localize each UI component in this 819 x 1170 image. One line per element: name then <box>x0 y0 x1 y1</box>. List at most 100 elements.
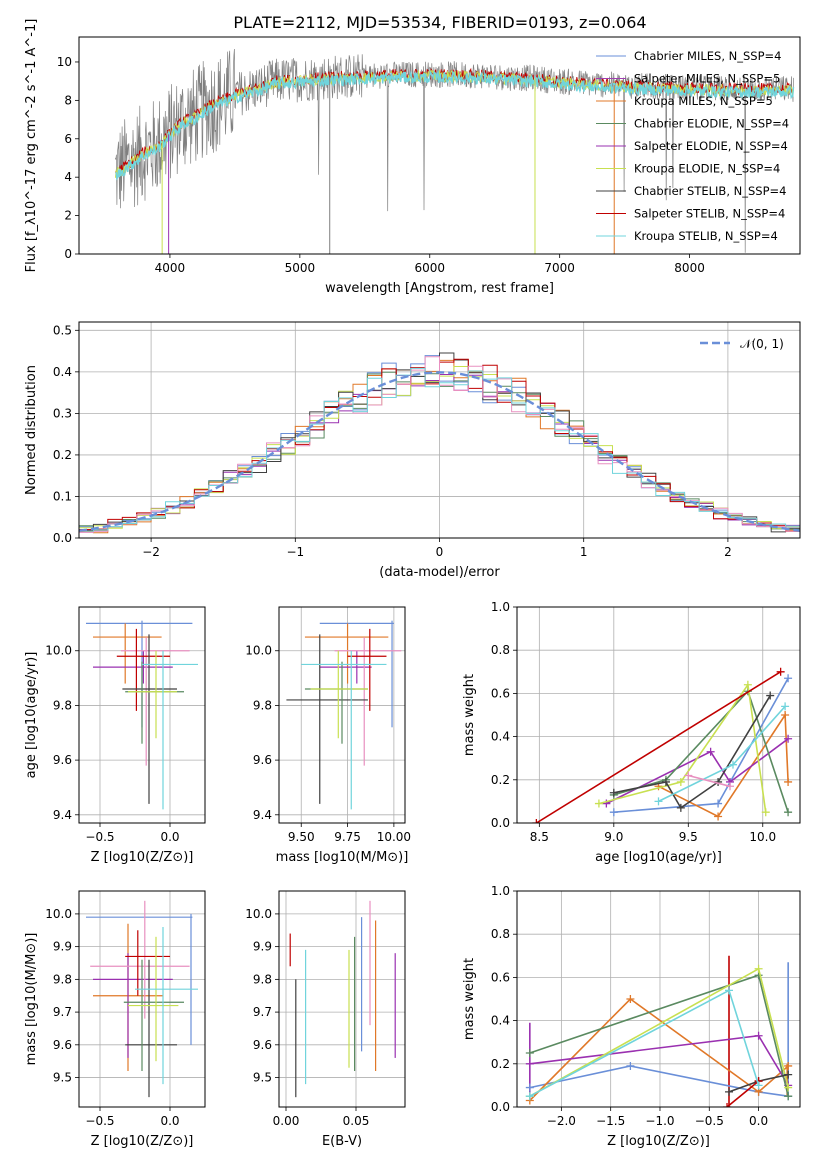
x-tick-label: −1.0 <box>645 1114 674 1128</box>
y-axis-label: age [log10(age/yr)] <box>24 652 39 779</box>
y-tick-label: 0.2 <box>491 773 510 787</box>
x-tick-label: −0.5 <box>85 1114 114 1128</box>
y-tick-label: 0.1 <box>53 489 72 503</box>
weight-point-marker <box>706 747 715 756</box>
weight-point-marker <box>725 782 734 791</box>
x-axis-label: Z [log10(Z/Z⊙)] <box>607 1134 710 1149</box>
y-tick-label: 10.0 <box>245 644 272 658</box>
y-tick-label: 8 <box>64 93 72 107</box>
y-tick-label: 0 <box>64 247 72 261</box>
x-axis-label: age [log10(age/yr)] <box>595 850 722 865</box>
weight-point-marker <box>525 1059 534 1068</box>
legend-entry: Salpeter STELIB, N_SSP=4 <box>634 207 785 221</box>
x-tick-label: 0 <box>436 545 444 559</box>
residuals-plot-area <box>79 352 800 534</box>
weight-point-marker <box>784 1070 793 1079</box>
legend-entry: Chabrier ELODIE, N_SSP=4 <box>634 117 789 131</box>
y-tick-label: 4 <box>64 170 72 184</box>
x-tick-label: 0.0 <box>160 1114 179 1128</box>
y-tick-label: 6 <box>64 132 72 146</box>
figure-title: PLATE=2112, MJD=53534, FIBERID=0193, z=0… <box>233 13 646 32</box>
y-tick-label: 9.4 <box>253 808 272 822</box>
x-tick-label: 4000 <box>155 261 186 275</box>
y-tick-label: 9.6 <box>253 1038 272 1052</box>
weight-series-line <box>529 967 789 1097</box>
weight-point-marker <box>684 771 693 780</box>
weight-point-marker <box>784 1061 793 1070</box>
weight-point-marker <box>525 1049 534 1057</box>
y-tick-label: 9.7 <box>53 1005 72 1019</box>
y-tick-label: 0.0 <box>491 816 510 830</box>
mass_vs_Z-frame <box>78 890 206 1108</box>
spectrum-legend: Chabrier MILES, N_SSP=4 Salpeter MILES, N… <box>596 49 789 243</box>
y-tick-label: 9.6 <box>53 1038 72 1052</box>
x-tick-label: −1 <box>286 545 304 559</box>
legend-entry: Salpeter ELODIE, N_SSP=4 <box>634 139 788 153</box>
x-tick-label: 9.50 <box>288 830 315 844</box>
weight-point-marker <box>784 674 793 683</box>
x-tick-label: 5000 <box>285 261 316 275</box>
x-tick-label: 0.0 <box>160 830 179 844</box>
y-tick-label: 0.2 <box>491 1057 510 1071</box>
weight-point-marker <box>609 788 618 797</box>
y-tick-label: 10.0 <box>245 907 272 921</box>
y-tick-label: 0.4 <box>491 1014 510 1028</box>
weight_vs_age-frame <box>516 606 801 824</box>
y-tick-label: 9.4 <box>53 808 72 822</box>
x-tick-label: −0.5 <box>85 830 114 844</box>
weight-point-marker <box>525 1092 534 1101</box>
weight-point-marker <box>626 995 635 1003</box>
y-axis-label: mass weight <box>462 958 477 1040</box>
y-tick-label: 0.0 <box>491 1100 510 1114</box>
weight_vs_Z-panel: −2.0 −1.5 −1.0 −0.5 0.0 0.0 0.2 0.4 0.6 0.8 1.0 Z [… <box>462 884 801 1149</box>
x-tick-label: 7000 <box>544 261 575 275</box>
y-tick-label: 1.0 <box>491 884 510 898</box>
age_vs_mass-panel: 9.50 9.75 10.00 9.4 9.6 9.8 10.0 mass [log10(M/… <box>245 606 411 865</box>
y-tick-label: 9.6 <box>53 753 72 767</box>
legend-entry: Kroupa STELIB, N_SSP=4 <box>634 229 778 243</box>
weight-point-marker <box>714 799 723 808</box>
weight-point-marker <box>784 808 793 817</box>
x-tick-label: −0.5 <box>695 1114 724 1128</box>
age_vs_Z-plot-area <box>86 620 198 810</box>
legend-entry: Chabrier STELIB, N_SSP=4 <box>634 184 786 198</box>
x-tick-label: 9.5 <box>679 830 698 844</box>
weight-point-marker <box>723 1103 732 1107</box>
y-tick-label: 0.8 <box>491 927 510 941</box>
y-tick-label: 0.3 <box>53 406 72 420</box>
weight-point-marker <box>784 1092 793 1101</box>
weight-series-line <box>726 1080 760 1107</box>
spectrum-model-line <box>115 69 795 181</box>
weight-point-marker <box>714 812 723 821</box>
spectrum-panel: 4000 5000 6000 7000 8000 0 2 4 6 8 10 wavelength [A… <box>24 19 801 296</box>
residuals-frame <box>78 321 801 539</box>
x-tick-label: 2 <box>724 545 732 559</box>
y-tick-label: 0.4 <box>53 365 72 379</box>
spectrum-plot-area <box>114 48 795 254</box>
y-tick-label: 2 <box>64 209 72 223</box>
age_vs_Z-frame <box>78 606 206 824</box>
legend-entry: Kroupa MILES, N_SSP=5 <box>634 94 773 108</box>
weight-point-marker <box>725 1087 734 1096</box>
weight-point-marker <box>766 691 775 700</box>
mass_vs_Z-plot-area <box>86 900 198 1098</box>
y-tick-label: 9.8 <box>253 698 272 712</box>
x-tick-label: 0.0 <box>749 1114 768 1128</box>
x-tick-label: −2 <box>142 545 160 559</box>
x-tick-label: −2.0 <box>547 1114 576 1128</box>
weight-point-marker <box>532 819 541 823</box>
normal-curve <box>79 371 800 532</box>
weight-point-marker <box>754 1031 763 1040</box>
legend-entry: Salpeter MILES, N_SSP=5 <box>634 72 780 86</box>
residuals-panel: −2 −1 0 1 2 0.0 0.1 0.2 0.3 0.4 0.5 (data-model)/er… <box>24 321 801 580</box>
y-tick-label: 10 <box>57 55 72 69</box>
weight-point-marker <box>784 734 793 743</box>
age_vs_mass-plot-area <box>286 620 402 810</box>
y-tick-label: 0.0 <box>53 531 72 545</box>
spectrum-frame <box>78 36 801 255</box>
weight-point-marker <box>784 1083 793 1092</box>
weight-series-line <box>529 1065 789 1097</box>
legend-entry: Chabrier MILES, N_SSP=4 <box>634 49 781 63</box>
